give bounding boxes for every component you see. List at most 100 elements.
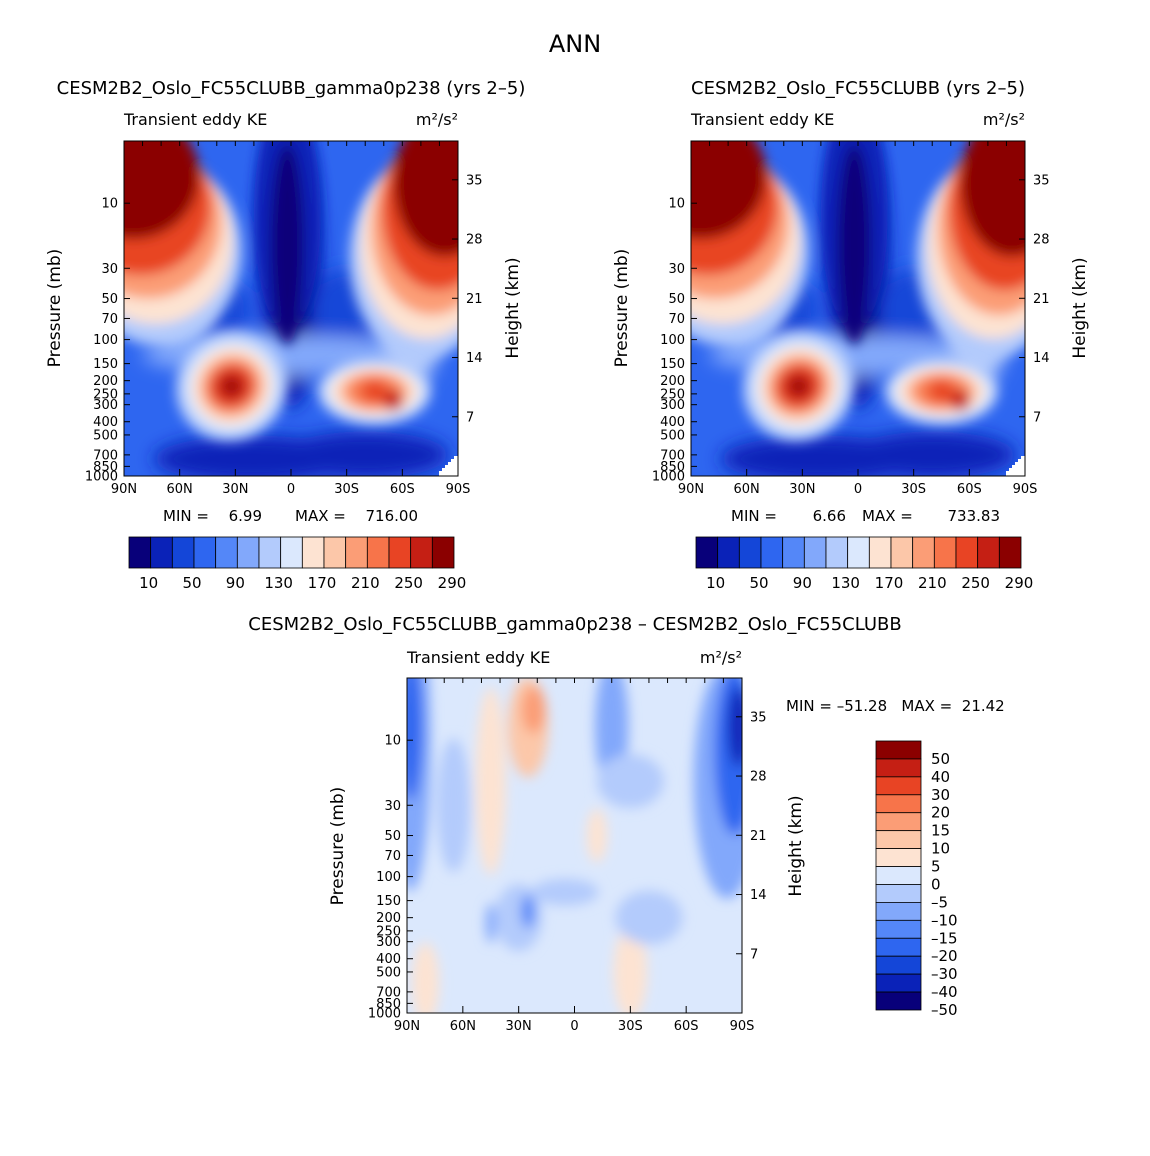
panel-3-units: m²/s²	[700, 648, 742, 667]
colorbar-label: 250	[394, 574, 423, 592]
colorbar-box	[825, 536, 849, 569]
colorbar-box	[782, 536, 805, 569]
panel-2-ylabel-right: Height (km)	[1070, 257, 1090, 358]
x-tick-label: 60S	[390, 482, 415, 497]
y-tick-label: 150	[93, 357, 118, 372]
y2-tick-label: 28	[750, 770, 767, 785]
colorbar-label: 50	[931, 750, 950, 768]
colorbar-label: 210	[918, 574, 947, 592]
colorbar-box	[323, 536, 347, 569]
panel-2-max-value: 733.83	[948, 507, 1001, 525]
panel-2-case-title: CESM2B2_Oslo_FC55CLUBB (yrs 2–5)	[691, 78, 1025, 99]
colorbar-label: 10	[706, 574, 725, 592]
y-tick-label: 250	[93, 387, 118, 402]
y-tick-label: 100	[660, 333, 685, 348]
y-tick-label: 300	[93, 398, 118, 413]
panel-2-max-label: MAX =	[862, 507, 913, 525]
x-tick-label: 90N	[111, 482, 137, 497]
panel-3-ylabel-right: Height (km)	[786, 795, 806, 896]
colorbar-box	[695, 536, 719, 569]
panel-1-variable: Transient eddy KE	[123, 110, 267, 129]
colorbar-label: 250	[961, 574, 990, 592]
colorbar-label: –10	[931, 911, 958, 929]
colorbar-box	[875, 776, 922, 796]
panel-2-ylabel: Pressure (mb)	[612, 249, 632, 368]
colorbar-box	[875, 955, 922, 975]
y-tick-label: 1000	[85, 470, 118, 485]
colorbar-box	[366, 536, 390, 569]
colorbar-box	[760, 536, 784, 569]
y-tick-label: 10	[101, 197, 118, 212]
colorbar-box	[875, 740, 922, 760]
y-tick-label: 100	[376, 870, 401, 885]
y-tick-label: 850	[660, 460, 685, 475]
colorbar-label: –40	[931, 983, 958, 1001]
y2-tick-label: 28	[1033, 233, 1050, 248]
panel-3-ylabel: Pressure (mb)	[328, 787, 348, 906]
panel-1-ylabel: Pressure (mb)	[45, 249, 65, 368]
colorbar-label: 15	[931, 822, 950, 840]
colorbar-box	[128, 536, 152, 569]
y-tick-label: 10	[384, 734, 401, 749]
y2-tick-label: 35	[750, 710, 767, 725]
y2-tick-label: 21	[750, 829, 767, 844]
y-tick-label: 1000	[652, 470, 685, 485]
figure-title: ANN	[549, 30, 601, 58]
colorbar-label: –5	[931, 893, 948, 911]
colorbar-label: 5	[931, 858, 941, 876]
panel-1-max-value: 716.00	[366, 507, 419, 525]
colorbar-box	[803, 536, 827, 569]
x-tick-label: 0	[570, 1019, 578, 1034]
y-tick-label: 50	[668, 292, 685, 307]
colorbar-box	[193, 536, 217, 569]
y-tick-label: 700	[93, 448, 118, 463]
y-tick-label: 50	[384, 829, 401, 844]
panel-1: CESM2B2_Oslo_FC55CLUBB_gamma0p238 (yrs 2…	[45, 78, 525, 592]
y-tick-label: 50	[101, 292, 118, 307]
y-tick-label: 500	[660, 428, 685, 443]
panel-1-max-label: MAX =	[295, 507, 346, 525]
colorbar-label: 50	[749, 574, 768, 592]
jet-shading	[742, 331, 999, 441]
y-tick-label: 70	[384, 849, 401, 864]
colorbar-label: 290	[438, 574, 467, 592]
panel-1-ylabel-right: Height (km)	[503, 257, 523, 358]
jet-shading	[175, 331, 432, 441]
colorbar-box	[875, 991, 922, 1011]
panel-3-case-title: CESM2B2_Oslo_FC55CLUBB_gamma0p238 – CESM…	[248, 614, 901, 635]
missing-data	[439, 456, 458, 476]
y-tick-label: 200	[93, 374, 118, 389]
colorbar-label: –30	[931, 965, 958, 983]
panel-2-min-value: 6.66	[813, 507, 846, 525]
x-tick-label: 60N	[167, 482, 193, 497]
panel-2-field	[691, 141, 1025, 476]
x-tick-label: 0	[287, 482, 295, 497]
x-tick-label: 90N	[394, 1019, 420, 1034]
colorbar-box	[717, 536, 740, 569]
colorbar-label: 50	[182, 574, 201, 592]
y-tick-label: 500	[93, 428, 118, 443]
x-tick-label: 30S	[901, 482, 926, 497]
colorbar-label: 130	[831, 574, 860, 592]
colorbar-box	[875, 830, 922, 850]
x-tick-label: 30S	[618, 1019, 643, 1034]
y-tick-label: 200	[660, 374, 685, 389]
colorbar-box	[955, 536, 979, 569]
colorbar-box	[875, 973, 922, 993]
y-tick-label: 700	[376, 985, 401, 1000]
colorbar-box	[875, 884, 922, 903]
panel-3-minmax: MIN = –51.28 MAX = 21.42	[786, 697, 1005, 715]
colorbar-box	[875, 902, 922, 921]
colorbar-label: 90	[226, 574, 245, 592]
colorbar-label: 0	[931, 875, 941, 893]
x-tick-label: 90S	[446, 482, 471, 497]
colorbar-box	[258, 536, 282, 569]
panel-2-min-label: MIN =	[731, 507, 777, 525]
missing-data	[1006, 456, 1025, 476]
y-tick-label: 30	[668, 262, 685, 277]
y-tick-label: 10	[668, 197, 685, 212]
colorbar-box	[280, 536, 303, 569]
panel-1-case-title: CESM2B2_Oslo_FC55CLUBB_gamma0p238 (yrs 2…	[57, 78, 526, 99]
colorbar-box	[933, 536, 957, 569]
